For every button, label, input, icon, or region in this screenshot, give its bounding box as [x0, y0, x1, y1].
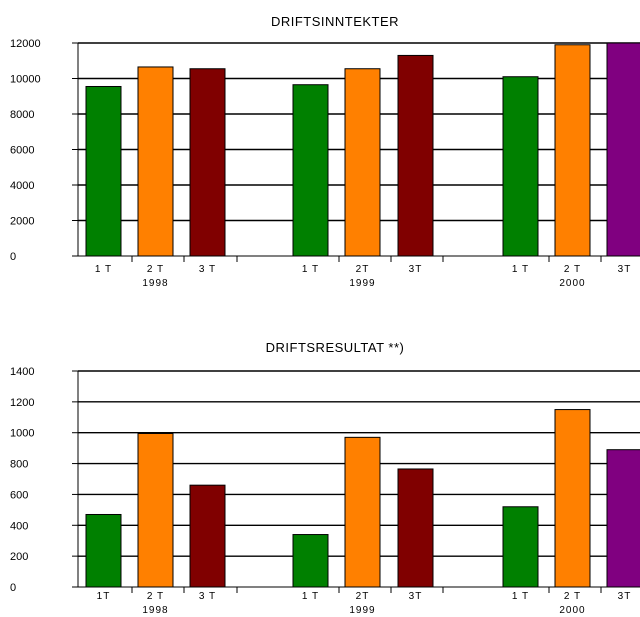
x-tick-label: 3 T — [199, 591, 216, 602]
x-tick-label: 3T — [409, 591, 423, 602]
x-tick-label: 2 T — [147, 264, 164, 275]
y-tick-label: 2000 — [10, 216, 34, 228]
x-tick-label: 1 T — [512, 264, 529, 275]
year-label: 1999 — [349, 278, 375, 289]
bar — [137, 432, 174, 588]
y-tick-label: 0 — [10, 582, 16, 594]
x-tick-label: 1 T — [302, 264, 319, 275]
y-tick-label: 6000 — [10, 145, 34, 157]
y-tick-label: 800 — [10, 459, 28, 471]
y-tick-label: 10000 — [10, 74, 41, 86]
year-label: 2000 — [559, 278, 585, 289]
y-tick-label: 8000 — [10, 109, 34, 121]
x-tick-label: 3 T — [199, 264, 216, 275]
x-tick-label: 2 T — [147, 591, 164, 602]
x-tick-label: 3T — [409, 264, 423, 275]
year-label: 2000 — [559, 605, 585, 616]
bar — [397, 468, 434, 588]
bar — [554, 409, 591, 588]
chart-title: DRIFTSRESULTAT **) — [266, 340, 405, 355]
bar — [502, 76, 539, 257]
bar — [344, 68, 381, 257]
chart-driftsinntekter: DRIFTSINNTEKTER 0 2000 4000 6000 8000 10000 12… — [10, 14, 640, 289]
y-tick-label: 600 — [10, 489, 28, 501]
x-tick-label: 3T — [618, 591, 632, 602]
y-tick-label: 1000 — [10, 428, 34, 440]
bar — [344, 436, 381, 588]
x-tick-label: 1 T — [512, 591, 529, 602]
chart-driftsresultat: DRIFTSRESULTAT **) 0 200 400 600 800 1000 1200… — [10, 340, 640, 616]
x-tick-label: 3T — [618, 264, 632, 275]
year-label: 1998 — [142, 605, 168, 616]
y-tick-label: 4000 — [10, 180, 34, 192]
x-tick-label: 1 T — [95, 264, 112, 275]
x-tick-label: 1T — [97, 591, 111, 602]
bar — [137, 66, 174, 257]
bar — [606, 42, 640, 257]
bar — [502, 506, 539, 588]
x-tick-label: 2 T — [564, 591, 581, 602]
y-tick-label: 12000 — [10, 38, 41, 50]
chart-title: DRIFTSINNTEKTER — [271, 14, 399, 29]
bar — [85, 85, 122, 257]
bar — [189, 484, 226, 588]
y-tick-label: 1400 — [10, 366, 34, 378]
x-tick-label: 2T — [356, 264, 370, 275]
bar — [397, 54, 434, 257]
year-label: 1998 — [142, 278, 168, 289]
x-tick-label: 2T — [356, 591, 370, 602]
bar — [85, 513, 122, 588]
y-tick-label: 200 — [10, 551, 28, 563]
x-tick-label: 1 T — [302, 591, 319, 602]
bar — [292, 534, 329, 588]
bar — [606, 449, 640, 588]
y-tick-label: 1200 — [10, 397, 34, 409]
bar — [292, 84, 329, 257]
bar — [554, 44, 591, 257]
bar — [189, 68, 226, 257]
y-tick-label: 0 — [10, 251, 16, 263]
y-tick-label: 400 — [10, 520, 28, 532]
x-tick-label: 2 T — [564, 264, 581, 275]
year-label: 1999 — [349, 605, 375, 616]
